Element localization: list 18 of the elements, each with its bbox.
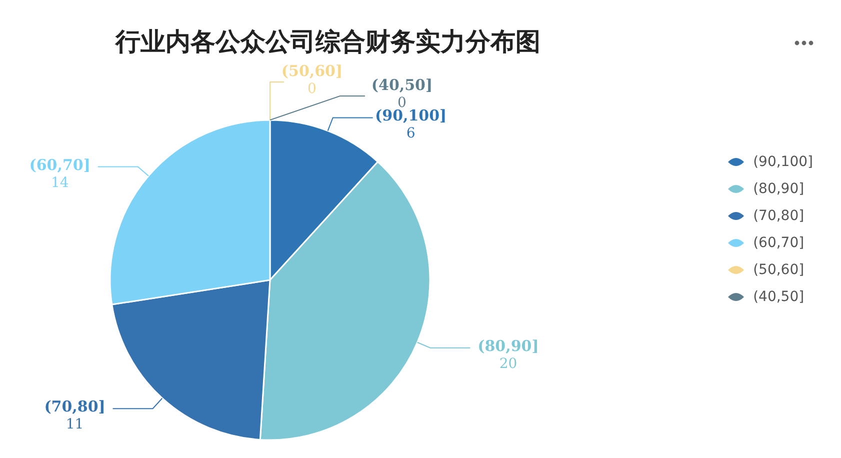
- slice-label: (90,100]: [375, 106, 447, 125]
- chart-title: 行业内各公众公司综合财务实力分布图: [114, 27, 540, 56]
- legend-label: (70,80]: [753, 208, 804, 224]
- slice-label: (80,90]: [478, 336, 539, 355]
- data-label: 14: [50, 174, 69, 191]
- legend-label: (80,90]: [753, 180, 804, 196]
- legend-label: (50,60]: [753, 262, 804, 278]
- legend-label: (90,100]: [753, 154, 813, 170]
- slice-label: (60,70]: [29, 156, 90, 174]
- text: 0: [308, 81, 316, 97]
- slice-label: (70,80]: [44, 398, 106, 416]
- legend-label: (40,50]: [753, 288, 804, 304]
- category-label: (50,60]: [281, 62, 343, 80]
- category-label: (40,50]: [371, 76, 433, 94]
- data-label: 20: [499, 356, 518, 372]
- data-label: 6: [406, 126, 416, 142]
- data-label: 11: [66, 416, 84, 433]
- legend-label: (60,70]: [753, 234, 804, 250]
